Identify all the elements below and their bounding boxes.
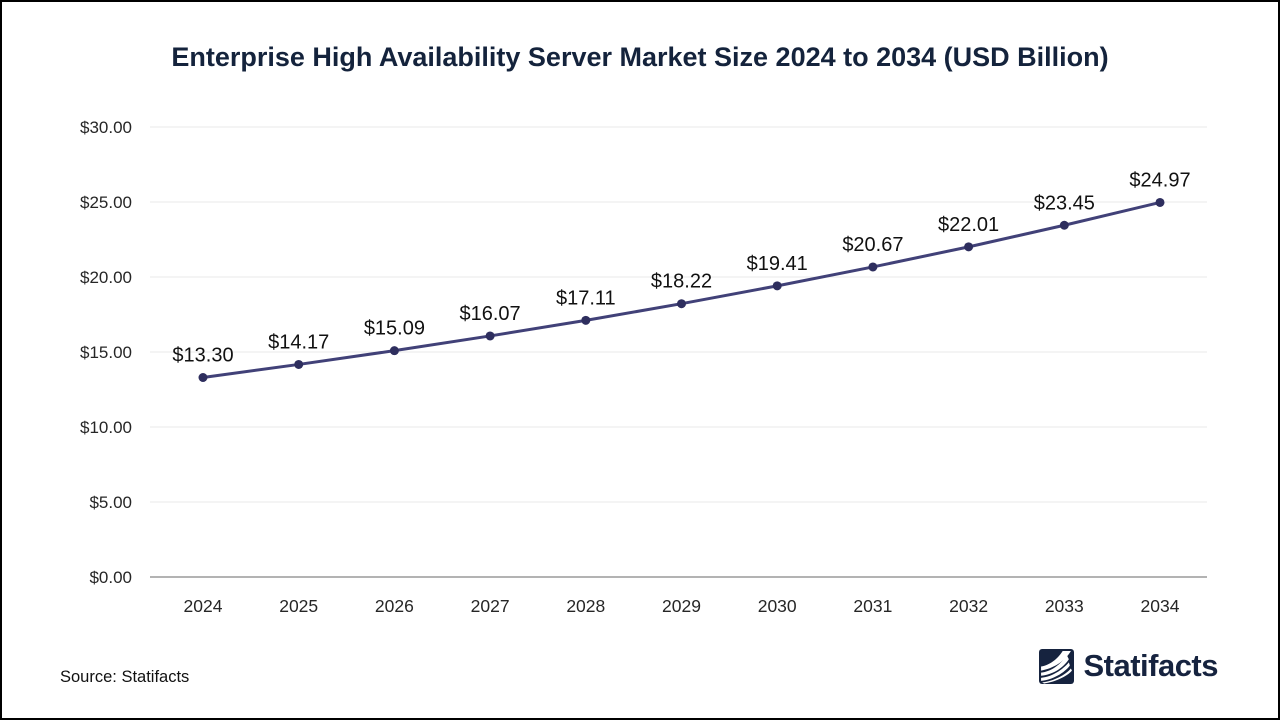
x-tick-label: 2025 (279, 596, 318, 616)
data-point-label: $16.07 (460, 303, 521, 325)
y-tick-label: $10.00 (80, 418, 132, 437)
x-tick-label: 2034 (1141, 596, 1180, 616)
y-tick-label: $15.00 (80, 343, 132, 362)
data-point (1155, 197, 1165, 207)
data-point (868, 262, 878, 272)
data-point-label: $23.45 (1034, 192, 1095, 214)
data-point-label: $20.67 (842, 234, 903, 256)
data-point-label: $13.30 (172, 345, 233, 367)
x-tick-label: 2028 (566, 596, 605, 616)
data-point (294, 359, 304, 369)
x-tick-label: 2032 (949, 596, 988, 616)
data-point-label: $15.09 (364, 318, 425, 340)
x-tick-label: 2030 (758, 596, 797, 616)
x-tick-label: 2029 (662, 596, 701, 616)
statifacts-logo-text: Statifacts (1083, 648, 1218, 683)
source-label: Source: Statifacts (60, 668, 190, 686)
data-point-label: $18.22 (651, 271, 712, 293)
data-point (581, 315, 591, 325)
y-tick-label: $5.00 (89, 493, 132, 512)
y-tick-label: $25.00 (80, 193, 132, 212)
data-point (389, 346, 399, 356)
data-point-label: $19.41 (747, 253, 808, 275)
y-tick-label: $30.00 (80, 118, 132, 137)
x-tick-label: 2027 (471, 596, 510, 616)
data-point (1059, 220, 1069, 230)
y-tick-label: $20.00 (80, 268, 132, 287)
chart-title: Enterprise High Availability Server Mark… (171, 42, 1109, 72)
x-tick-label: 2026 (375, 596, 414, 616)
data-point (198, 373, 208, 382)
x-tick-label: 2031 (853, 596, 892, 616)
x-tick-label: 2024 (184, 596, 223, 616)
data-point (772, 281, 782, 291)
statifacts-waves-icon (1039, 648, 1075, 684)
y-tick-label: $0.00 (89, 568, 132, 587)
data-point (964, 242, 974, 252)
x-tick-label: 2033 (1045, 596, 1084, 616)
data-point-label: $14.17 (268, 331, 329, 353)
data-point (485, 331, 495, 341)
data-point-label: $24.97 (1129, 169, 1190, 191)
data-point-label: $22.01 (938, 214, 999, 236)
statifacts-logo: Statifacts (1039, 648, 1218, 684)
data-point-label: $17.11 (556, 287, 616, 309)
data-point (677, 299, 686, 309)
